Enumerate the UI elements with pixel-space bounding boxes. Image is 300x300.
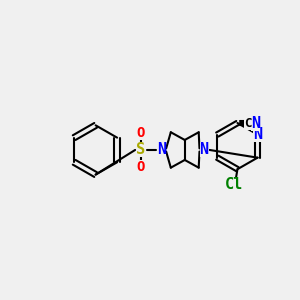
Text: O: O (136, 126, 145, 140)
Text: Cl: Cl (224, 177, 243, 192)
Text: N: N (253, 127, 262, 142)
Text: C: C (244, 116, 251, 130)
Text: N: N (251, 116, 260, 130)
Text: N: N (157, 142, 166, 158)
Text: S: S (136, 142, 145, 158)
Text: N: N (200, 142, 209, 158)
Text: O: O (136, 160, 145, 174)
